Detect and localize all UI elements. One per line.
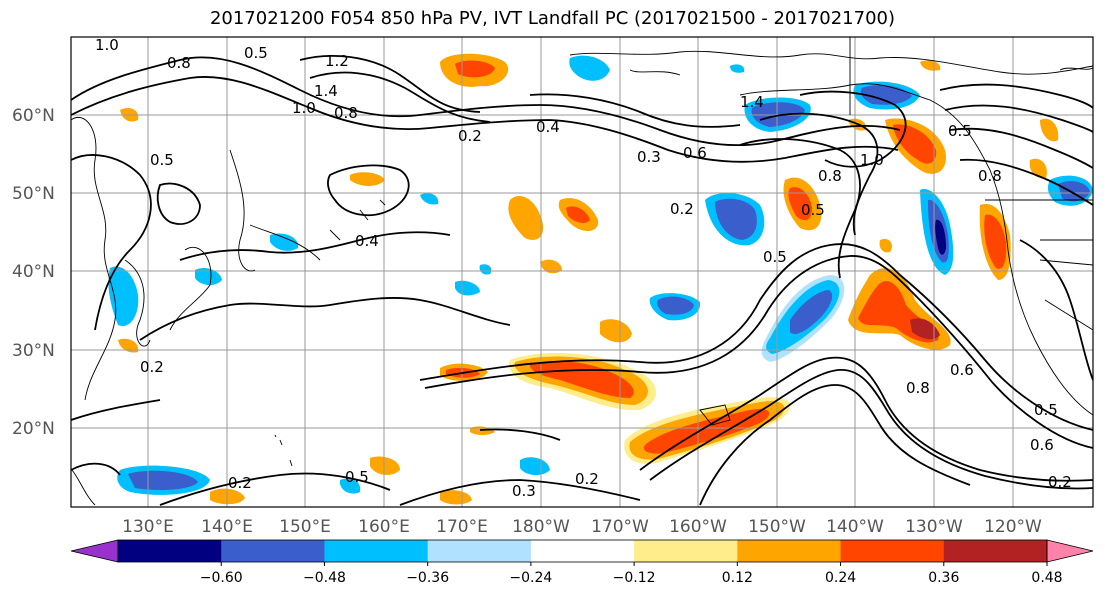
lon-label: 120°W — [984, 517, 1042, 537]
contour-label: 0.8 — [818, 167, 842, 185]
colorbar-segment — [221, 540, 325, 562]
colorbar-segment — [118, 540, 222, 562]
colorbar-segment — [737, 540, 842, 562]
lon-label: 170°W — [591, 517, 649, 537]
contour-label: 0.4 — [355, 232, 379, 250]
contour-label: 0.6 — [1030, 436, 1054, 454]
lon-label: 180°W — [512, 517, 570, 537]
contour-label: 0.5 — [801, 201, 825, 219]
lat-label: 20°N — [12, 419, 55, 439]
longitude-labels: 130°E 140°E 150°E 160°E 170°E 180°W 170°… — [122, 517, 1042, 537]
colorbar-extend-low — [70, 539, 119, 563]
contour-label: 0.4 — [536, 118, 560, 136]
contour-label: 1.4 — [740, 93, 764, 111]
lon-label: 160°E — [358, 517, 410, 537]
lat-label: 50°N — [12, 184, 55, 204]
contour-label: 1.2 — [325, 52, 349, 70]
contour-label: 0.8 — [906, 379, 930, 397]
contour-label: 0.5 — [150, 151, 174, 169]
colorbar-frame — [117, 539, 1048, 563]
colorbar-tick-label: 0.24 — [825, 570, 856, 586]
contour-label: 0.8 — [334, 104, 358, 122]
contour-label: 0.2 — [140, 358, 164, 376]
contour-label: 0.5 — [244, 44, 268, 62]
contour-label: 0.2 — [1048, 473, 1072, 491]
lon-label: 170°E — [436, 517, 488, 537]
colorbar-tick-label: −0.60 — [200, 570, 243, 586]
contour-labels: 1.0 0.5 0.8 1.2 1.4 0.4 0.2 1.0 0.8 0.5 … — [95, 36, 1072, 500]
colorbar-segment — [427, 540, 532, 562]
contour-label: 0.6 — [950, 361, 974, 379]
contour-label: 0.5 — [345, 468, 369, 486]
map-frame — [70, 36, 1094, 508]
map-background — [71, 37, 1093, 507]
lon-label: 130°W — [905, 517, 963, 537]
lon-label: 140°E — [201, 517, 253, 537]
contour-label: 1.0 — [95, 36, 119, 54]
colorbar-segment — [943, 540, 1048, 562]
contour-label: 1.0 — [292, 99, 316, 117]
colorbar-tick-label: −0.24 — [509, 570, 552, 586]
contour-label: 0.5 — [1034, 401, 1058, 419]
colorbar-segment — [634, 540, 738, 562]
colorbar-segment — [840, 540, 945, 562]
pv-contours — [70, 55, 1094, 506]
contour-label: 0.6 — [683, 144, 707, 162]
colorbar-segment — [530, 540, 635, 562]
latitude-labels: 60°N 50°N 40°N 30°N 20°N — [12, 106, 55, 439]
contour-label: 0.2 — [575, 470, 599, 488]
map-title: 2017021200 F054 850 hPa PV, IVT Landfall… — [209, 8, 896, 29]
colorbar-extend-high — [1046, 539, 1094, 563]
colorbar-tick-label: 0.36 — [928, 570, 959, 586]
contour-label: 0.8 — [167, 54, 191, 72]
contour-label: 1.4 — [314, 82, 338, 100]
contour-label: 0.5 — [763, 248, 787, 266]
lon-label: 140°W — [826, 517, 884, 537]
lon-label: 150°E — [279, 517, 331, 537]
lon-label: 130°E — [122, 517, 174, 537]
colorbar-tick-label: 0.48 — [1031, 570, 1062, 586]
colorbar-segment — [324, 540, 429, 562]
contour-label: 0.3 — [637, 148, 661, 166]
contour-label: 0.2 — [228, 474, 252, 492]
lat-label: 30°N — [12, 341, 55, 361]
colorbar-tick-label: −0.12 — [613, 570, 656, 586]
contour-label: 0.8 — [978, 167, 1002, 185]
contour-label: 1.0 — [860, 151, 884, 169]
colorbar: −0.60 −0.48 −0.36 −0.24 −0.12 0.12 0.24 0.36 0.4… — [70, 539, 1094, 586]
contour-label: 0.5 — [948, 122, 972, 140]
lon-label: 160°W — [669, 517, 727, 537]
lat-label: 40°N — [12, 262, 55, 282]
lon-label: 150°W — [748, 517, 806, 537]
coastlines — [70, 37, 1094, 506]
colorbar-tick-label: −0.36 — [406, 570, 449, 586]
contour-label: 0.2 — [458, 127, 482, 145]
contour-label: 0.2 — [670, 200, 694, 218]
graticule — [71, 37, 1093, 507]
colorbar-tick-label: −0.48 — [303, 570, 346, 586]
contour-label: 0.3 — [512, 482, 536, 500]
pv-shading — [108, 53, 1093, 505]
colorbar-tick-label: 0.12 — [722, 570, 753, 586]
lat-label: 60°N — [12, 106, 55, 126]
